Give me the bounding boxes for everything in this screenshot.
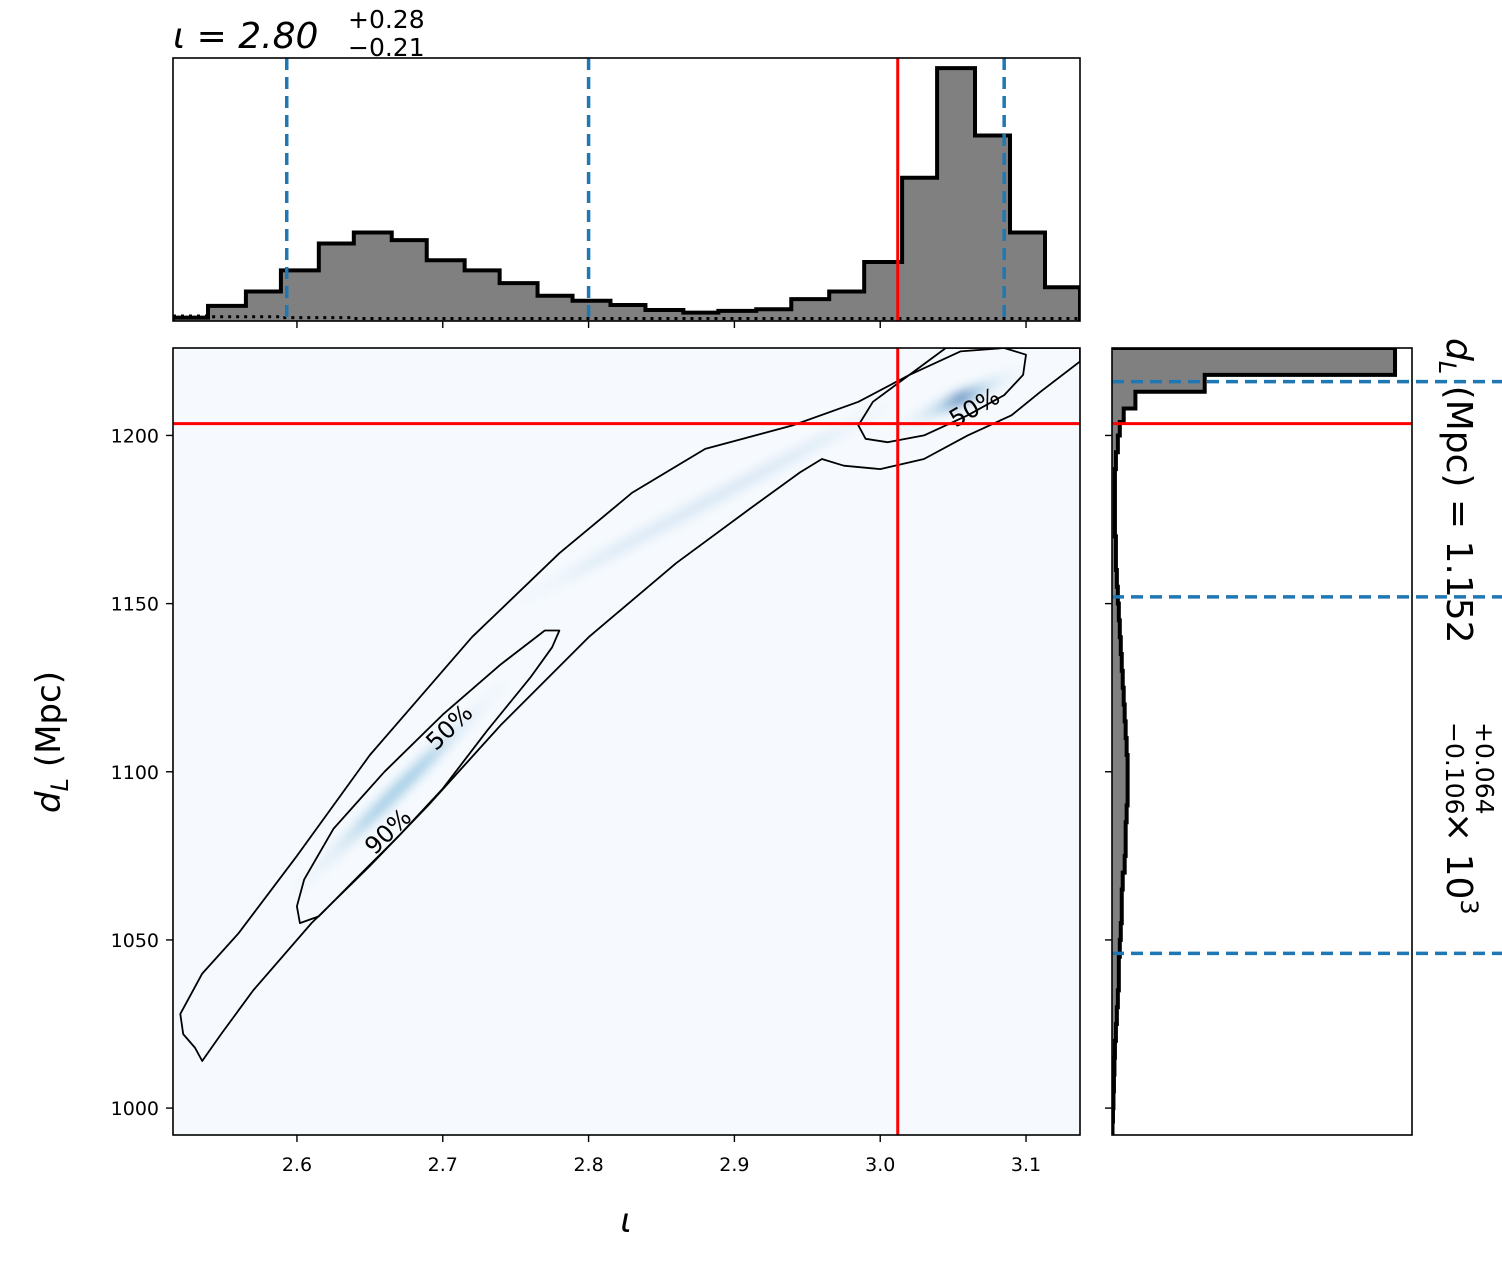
right-hist-bar: [1112, 788, 1128, 806]
top-hist-bar: [791, 299, 830, 321]
y-tick-label: 1150: [111, 594, 159, 616]
right-hist-bar: [1112, 889, 1122, 907]
x-tick-label: 2.6: [282, 1154, 312, 1176]
right-hist-bar: [1112, 670, 1123, 689]
density-blob-layer: [566, 428, 845, 577]
top-hist-bar: [353, 232, 393, 321]
x-tick-label: 2.9: [719, 1154, 749, 1176]
contour-90: [179, 348, 1080, 1062]
right-hist-bar: [1112, 620, 1120, 638]
right-hist-bar: [1112, 956, 1119, 975]
top-hist-bar: [318, 243, 355, 321]
right-hist-bar: [1112, 687, 1124, 706]
top-hist-bar: [718, 310, 757, 321]
top-histogram-panel: ι = 2.80 +0.28 −0.21: [172, 5, 1081, 328]
y-tick-label: 1050: [111, 930, 159, 952]
top-hist-bar: [572, 300, 611, 321]
right-hist-bar: [1112, 754, 1128, 773]
right-hist-bar: [1112, 923, 1121, 941]
x-axis-label: ι: [620, 1201, 632, 1241]
right-hist-bar: [1112, 1007, 1117, 1025]
x-tick-label: 3.0: [865, 1154, 895, 1176]
right-hist-bar: [1112, 374, 1205, 393]
contour-50-upper: [857, 348, 1027, 444]
top-hist-bar: [245, 291, 282, 321]
right-hist-bar: [1112, 348, 1396, 376]
y-tick-label: 1000: [111, 1098, 159, 1120]
right-hist-bar: [1112, 939, 1120, 958]
top-hist-bar: [426, 260, 466, 321]
top-hist-bar: [645, 310, 684, 321]
right-hist-bar: [1112, 421, 1120, 436]
top-title-plus: +0.28: [348, 5, 425, 34]
right-hist-bar: [1112, 973, 1119, 991]
right-hist-bar: [1112, 805, 1127, 823]
right-hist-bar: [1112, 704, 1125, 722]
top-hist-bar: [464, 270, 501, 321]
density-background: [173, 348, 1080, 1135]
main-2d-panel: 50%90%50% 2.6 2.7 2.8 2.9 3.0 3.1 10001050110…: [29, 347, 1081, 1241]
top-hist-bar: [207, 305, 247, 321]
top-hist-bar: [391, 240, 428, 321]
top-hist-bar: [829, 291, 865, 321]
top-hist-bar: [864, 261, 903, 321]
right-hist-bar: [1112, 906, 1122, 924]
right-hist-bar: [1112, 839, 1126, 857]
top-hist-bar: [1010, 232, 1046, 321]
top-hist-bar: [756, 309, 792, 321]
x-tick-label: 2.8: [573, 1154, 603, 1176]
density-blob-layer: [949, 392, 972, 405]
y-axis-label: dL (Mpc): [29, 671, 74, 813]
right-panel-frame: [1111, 347, 1413, 1136]
top-hist-bar: [499, 283, 539, 321]
top-hist-bar: [1045, 287, 1080, 321]
top-hist-bar: [937, 68, 976, 321]
top-hist-bar: [683, 312, 719, 321]
right-title-plus: +0.064: [1470, 722, 1499, 815]
y-tick-label: 1100: [111, 762, 159, 784]
right-hist-bar: [1112, 855, 1125, 874]
right-hist-bar: [1112, 721, 1126, 739]
contour-50-lower: [296, 629, 561, 924]
right-title: dL (Mpc) = 1.152: [1433, 338, 1479, 644]
right-histogram-panel: dL (Mpc) = 1.152 +0.064 −0.106 × 103: [1105, 338, 1502, 1136]
right-hist-bar: [1112, 391, 1136, 410]
top-hist-prior-dotted: [173, 314, 1080, 320]
right-hist-bar: [1112, 738, 1127, 756]
density-blob-layer: [355, 744, 443, 833]
x-tick-label: 3.1: [1011, 1154, 1041, 1176]
top-title-minus: −0.21: [348, 33, 425, 62]
right-hist-bar: [1112, 637, 1121, 655]
top-title: ι = 2.80: [173, 16, 318, 57]
right-hist-bar: [1112, 771, 1128, 790]
right-hist-outline: [1112, 348, 1398, 1135]
y-tick-label: 1200: [111, 425, 159, 447]
right-hist-bar: [1112, 654, 1122, 672]
right-hist-bar: [1112, 569, 1117, 588]
main-panel-frame: [172, 347, 1081, 1136]
top-hist-outline: [173, 66, 1080, 321]
top-panel-frame: [172, 57, 1081, 322]
right-hist-bar: [1112, 822, 1126, 840]
top-hist-bar: [902, 177, 938, 321]
right-hist-bar: [1112, 603, 1119, 621]
right-title-scale: × 103: [1438, 812, 1483, 915]
right-title-minus: −0.106: [1440, 722, 1469, 815]
top-hist-bar: [537, 295, 574, 321]
right-hist-bar: [1112, 872, 1123, 890]
x-tick-label: 2.7: [428, 1154, 458, 1176]
right-hist-bar: [1112, 990, 1118, 1008]
right-hist-bar: [1112, 435, 1118, 453]
right-hist-bar: [1112, 408, 1124, 423]
